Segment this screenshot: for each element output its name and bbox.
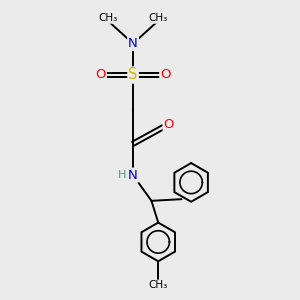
Text: CH₃: CH₃ bbox=[98, 13, 118, 23]
Text: N: N bbox=[128, 169, 138, 182]
Text: O: O bbox=[160, 68, 171, 82]
Text: O: O bbox=[164, 118, 174, 131]
Text: CH₃: CH₃ bbox=[148, 13, 168, 23]
Text: O: O bbox=[95, 68, 106, 82]
Text: CH₃: CH₃ bbox=[148, 280, 168, 290]
Text: H: H bbox=[118, 170, 127, 180]
Text: N: N bbox=[128, 37, 138, 50]
Text: S: S bbox=[128, 68, 138, 82]
